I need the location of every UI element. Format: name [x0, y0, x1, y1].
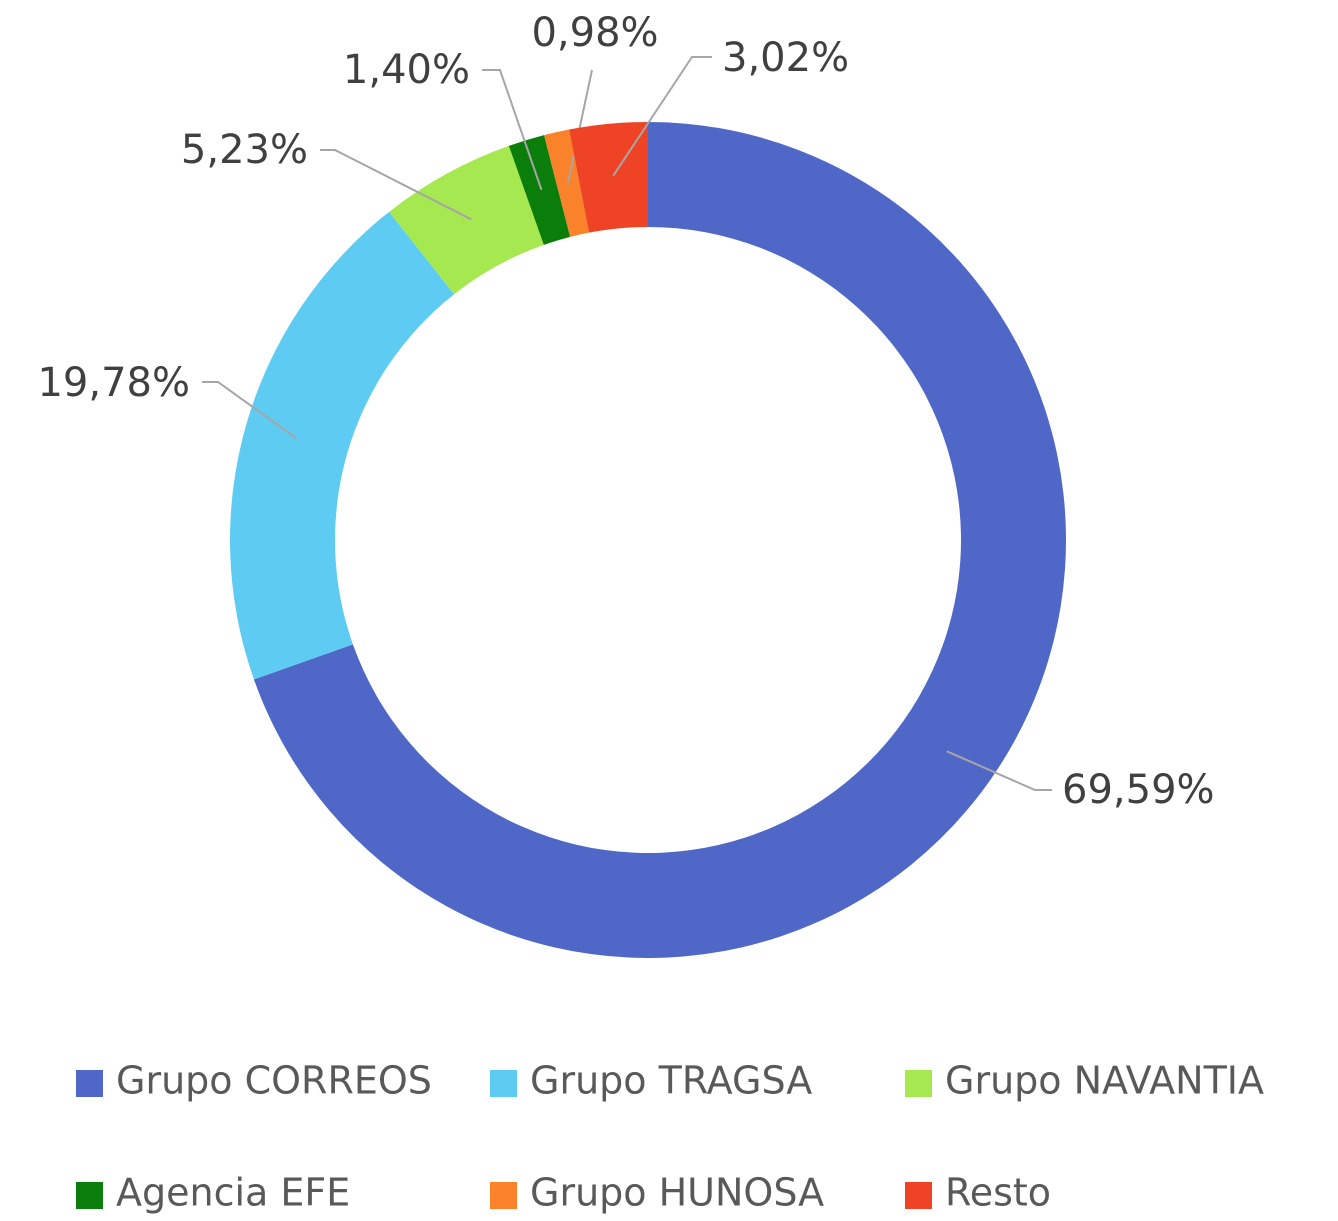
leader-line — [946, 750, 1052, 791]
data-label: 1,40% — [343, 47, 470, 93]
data-label: 0,98% — [531, 10, 658, 56]
slice — [544, 129, 589, 237]
legend-label: Grupo HUNOSA — [530, 1171, 824, 1215]
slice — [389, 145, 544, 295]
legend-label: Grupo NAVANTIA — [945, 1059, 1264, 1103]
legend-swatch — [490, 1070, 517, 1097]
slice — [508, 135, 571, 245]
legend-label: Resto — [945, 1171, 1051, 1215]
slice — [569, 122, 648, 233]
leader-line — [202, 381, 297, 440]
leader-line — [320, 149, 472, 221]
slice — [230, 211, 455, 680]
legend-label: Grupo TRAGSA — [530, 1059, 812, 1103]
leader-line — [482, 69, 543, 191]
legend-swatch — [905, 1070, 932, 1097]
legend-label: Grupo CORREOS — [116, 1059, 432, 1103]
leader-line — [566, 69, 593, 184]
legend-swatch — [905, 1182, 932, 1209]
data-label: 5,23% — [181, 127, 308, 173]
leader-line — [612, 56, 712, 177]
data-label: 3,02% — [722, 35, 849, 81]
legend-swatch — [490, 1182, 517, 1209]
data-label: 19,78% — [37, 360, 190, 406]
data-label: 69,59% — [1062, 767, 1215, 813]
legend-label: Agencia EFE — [116, 1171, 350, 1215]
legend-swatch — [76, 1182, 103, 1209]
legend-swatch — [76, 1070, 103, 1097]
